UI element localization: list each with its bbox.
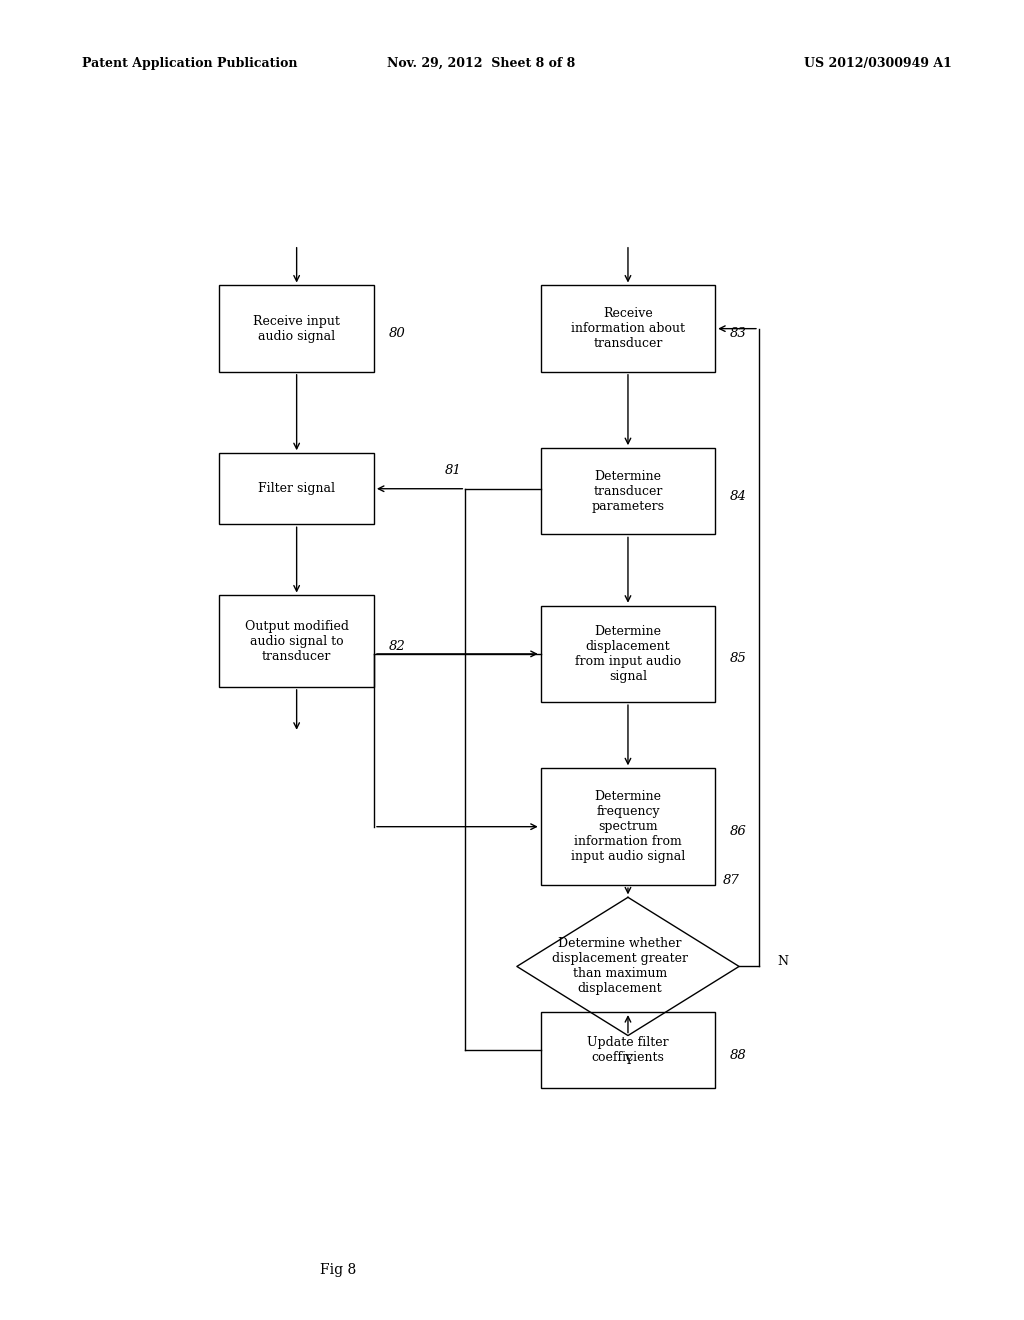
Bar (219, 595, 374, 686)
Bar (541, 1012, 715, 1089)
Text: Filter signal: Filter signal (258, 482, 335, 495)
Bar (541, 606, 715, 702)
Bar (219, 453, 374, 524)
Text: Y: Y (624, 1053, 632, 1067)
Text: 83: 83 (729, 327, 746, 341)
Text: Determine whether
displacement greater
than maximum
displacement: Determine whether displacement greater t… (552, 937, 688, 995)
Bar (541, 447, 715, 535)
Text: Receive input
audio signal: Receive input audio signal (253, 314, 340, 343)
Bar (541, 285, 715, 372)
Text: 85: 85 (729, 652, 746, 665)
Text: 87: 87 (723, 874, 740, 887)
Bar (541, 768, 715, 886)
Text: Determine
transducer
parameters: Determine transducer parameters (592, 470, 665, 512)
Text: Determine
displacement
from input audio
signal: Determine displacement from input audio … (574, 624, 681, 682)
Text: 84: 84 (729, 490, 746, 503)
Text: Patent Application Publication: Patent Application Publication (82, 57, 297, 70)
Text: 82: 82 (388, 640, 406, 653)
Text: Fig 8: Fig 8 (319, 1263, 356, 1276)
Text: 86: 86 (729, 825, 746, 838)
Text: US 2012/0300949 A1: US 2012/0300949 A1 (805, 57, 952, 70)
Text: 88: 88 (729, 1049, 746, 1061)
Text: Output modified
audio signal to
transducer: Output modified audio signal to transduc… (245, 619, 348, 663)
Text: Nov. 29, 2012  Sheet 8 of 8: Nov. 29, 2012 Sheet 8 of 8 (387, 57, 575, 70)
Text: 81: 81 (444, 463, 462, 477)
Text: Determine
frequency
spectrum
information from
input audio signal: Determine frequency spectrum information… (570, 791, 685, 863)
Text: Update filter
coefficients: Update filter coefficients (587, 1036, 669, 1064)
Text: 80: 80 (388, 327, 406, 341)
Text: N: N (777, 954, 788, 968)
Text: Receive
information about
transducer: Receive information about transducer (571, 308, 685, 350)
Bar (219, 285, 374, 372)
